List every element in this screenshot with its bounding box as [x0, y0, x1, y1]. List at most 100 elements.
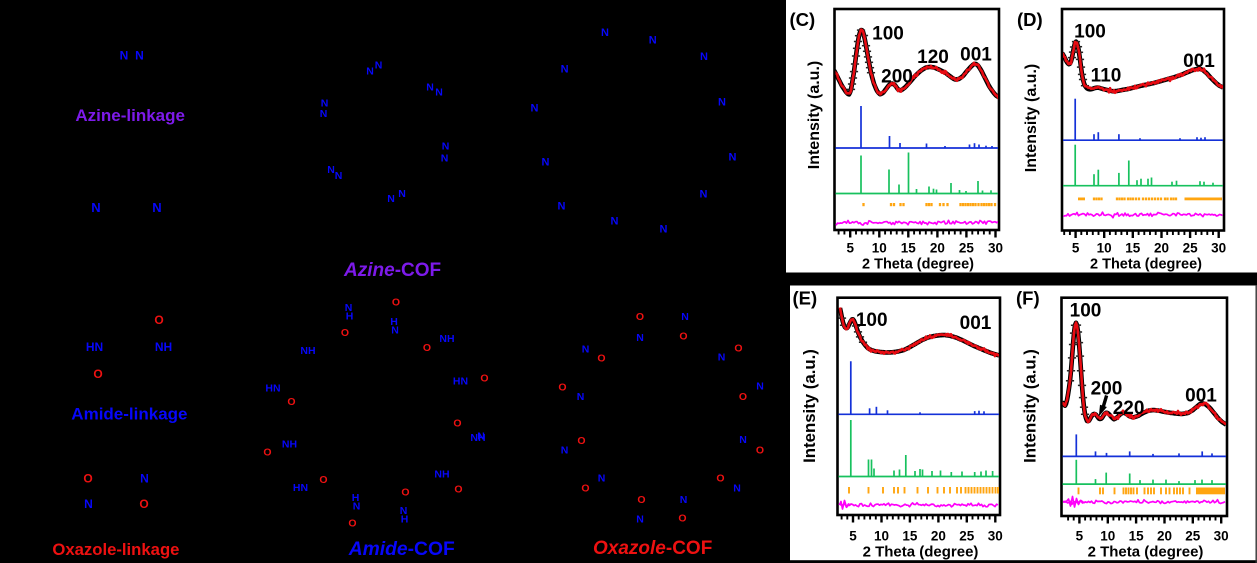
svg-text:20: 20: [931, 529, 946, 544]
svg-text:H: H: [401, 513, 409, 525]
svg-text:5: 5: [1072, 241, 1080, 256]
svg-text:N: N: [718, 97, 726, 109]
svg-text:20: 20: [930, 241, 945, 256]
svg-text:001: 001: [1185, 386, 1217, 407]
svg-text:HN: HN: [265, 382, 280, 394]
svg-text:NH: NH: [434, 468, 449, 480]
svg-text:N: N: [649, 35, 657, 47]
svg-text:HN: HN: [86, 340, 103, 354]
svg-text:N: N: [375, 59, 383, 71]
svg-text:25: 25: [1185, 529, 1201, 544]
svg-text:HN: HN: [453, 375, 468, 387]
svg-text:15: 15: [902, 529, 918, 544]
svg-text:2 Theta (degree): 2 Theta (degree): [862, 256, 974, 272]
svg-text:N: N: [636, 332, 644, 344]
svg-text:O: O: [480, 372, 488, 384]
svg-text:001: 001: [1183, 51, 1215, 72]
svg-text:(D): (D): [1017, 9, 1043, 30]
svg-text:Azine-COF: Azine-COF: [343, 260, 441, 281]
svg-text:O: O: [637, 494, 645, 506]
svg-text:N: N: [733, 482, 741, 494]
svg-text:O: O: [597, 352, 605, 364]
svg-text:100: 100: [1074, 22, 1106, 43]
svg-text:N: N: [561, 63, 569, 75]
svg-text:O: O: [319, 474, 327, 486]
svg-text:N: N: [320, 108, 328, 120]
svg-text:O: O: [453, 417, 461, 429]
svg-text:N: N: [441, 152, 449, 164]
svg-text:30: 30: [1211, 241, 1226, 256]
svg-text:N: N: [91, 200, 100, 215]
svg-text:N: N: [477, 430, 485, 442]
svg-text:Oxazole-linkage: Oxazole-linkage: [52, 540, 179, 559]
svg-text:H: H: [390, 316, 398, 328]
svg-text:5: 5: [849, 529, 857, 544]
svg-text:100: 100: [872, 24, 904, 45]
svg-text:H: H: [352, 492, 360, 504]
svg-text:NH: NH: [155, 340, 172, 354]
svg-text:Intensity (a.u.): Intensity (a.u.): [800, 349, 819, 463]
svg-text:O: O: [636, 311, 644, 323]
svg-text:N: N: [636, 513, 644, 525]
svg-text:O: O: [678, 512, 686, 524]
svg-text:Amide-linkage: Amide-linkage: [71, 405, 187, 424]
svg-text:N: N: [135, 48, 144, 62]
svg-text:30: 30: [988, 529, 1003, 544]
svg-text:NH: NH: [439, 333, 454, 345]
svg-text:O: O: [401, 486, 409, 498]
svg-text:20: 20: [1154, 241, 1169, 256]
svg-text:O: O: [558, 381, 566, 393]
svg-text:N: N: [84, 497, 93, 511]
svg-text:N: N: [542, 157, 550, 169]
svg-text:10: 10: [874, 529, 889, 544]
svg-text:30: 30: [1214, 529, 1229, 544]
svg-text:110: 110: [1091, 66, 1122, 87]
svg-text:O: O: [454, 483, 462, 495]
svg-text:10: 10: [1100, 529, 1115, 544]
svg-text:NH: NH: [470, 432, 485, 444]
svg-text:N: N: [387, 193, 395, 205]
svg-text:N: N: [400, 505, 408, 517]
svg-text:N: N: [729, 152, 737, 164]
svg-text:N: N: [718, 351, 726, 363]
svg-text:O: O: [581, 482, 589, 494]
svg-text:N: N: [700, 189, 708, 201]
svg-text:(F): (F): [1016, 288, 1040, 309]
svg-text:25: 25: [959, 529, 975, 544]
svg-text:20: 20: [1157, 529, 1172, 544]
svg-text:N: N: [345, 302, 353, 314]
svg-text:O: O: [756, 444, 764, 456]
svg-text:N: N: [561, 444, 569, 456]
svg-text:N: N: [335, 170, 343, 182]
svg-text:200: 200: [1091, 379, 1123, 400]
svg-text:001: 001: [960, 44, 992, 65]
svg-text:N: N: [353, 500, 361, 512]
svg-text:15: 15: [901, 241, 917, 256]
svg-text:O: O: [392, 296, 400, 308]
svg-text:N: N: [442, 140, 450, 152]
svg-text:N: N: [120, 48, 129, 62]
svg-text:O: O: [716, 472, 724, 484]
svg-text:N: N: [680, 494, 688, 506]
svg-text:O: O: [577, 435, 585, 447]
svg-text:H: H: [346, 310, 354, 322]
svg-text:N: N: [577, 391, 585, 403]
svg-text:2 Theta (degree): 2 Theta (degree): [863, 543, 979, 560]
svg-text:120: 120: [917, 47, 949, 68]
svg-text:Oxazole-COF: Oxazole-COF: [593, 538, 712, 559]
svg-text:001: 001: [960, 313, 992, 334]
svg-text:100: 100: [856, 310, 888, 331]
svg-text:N: N: [531, 103, 539, 115]
svg-text:15: 15: [1125, 241, 1141, 256]
svg-text:O: O: [679, 330, 687, 342]
svg-text:N: N: [681, 311, 689, 323]
svg-text:220: 220: [1113, 398, 1145, 419]
svg-text:Intensity (a.u.): Intensity (a.u.): [1021, 349, 1040, 463]
svg-text:NH: NH: [300, 345, 315, 357]
svg-text:O: O: [139, 497, 148, 511]
svg-text:O: O: [263, 446, 271, 458]
svg-text:O: O: [348, 517, 356, 529]
svg-text:N: N: [391, 324, 399, 336]
svg-text:N: N: [321, 97, 329, 109]
svg-text:N: N: [398, 188, 406, 200]
